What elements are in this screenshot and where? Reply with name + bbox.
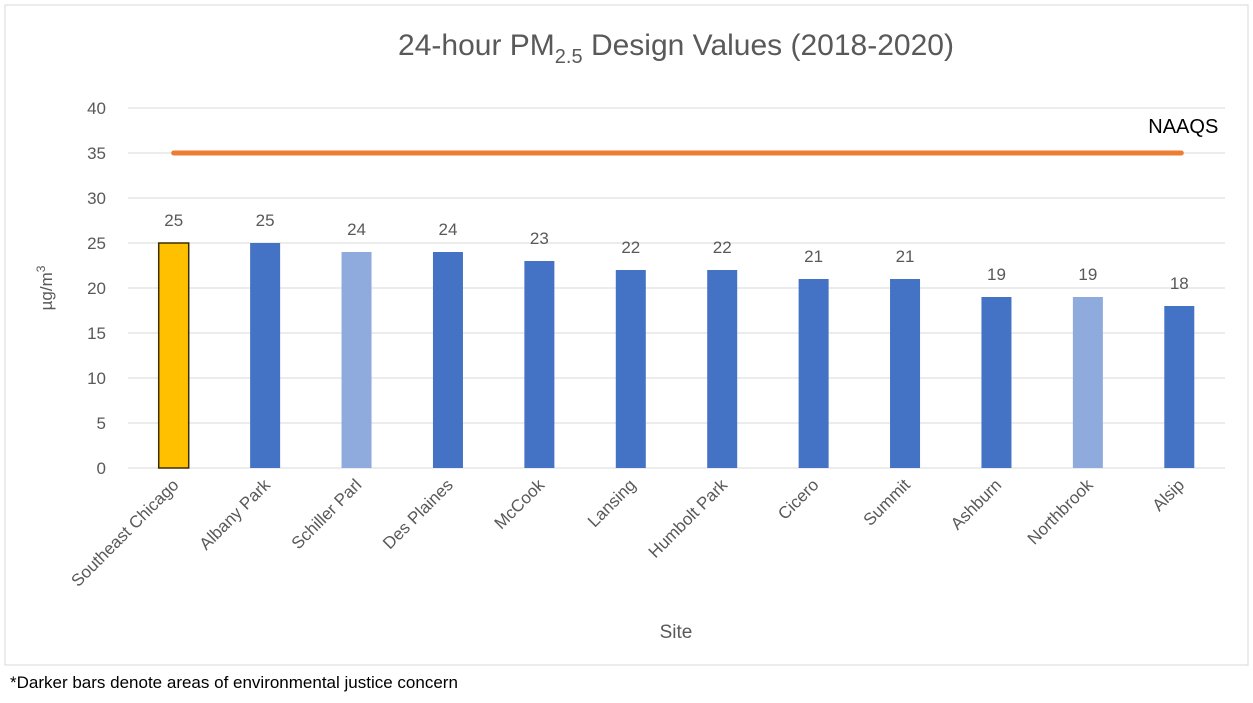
x-tick-label: Alsip — [1149, 475, 1188, 514]
bar — [615, 270, 646, 468]
x-tick-label: Des Plaines — [379, 475, 457, 553]
title-subscript: 2.5 — [555, 46, 583, 68]
y-tick-label: 20 — [87, 279, 106, 298]
data-label: 22 — [713, 238, 732, 257]
chart-border — [4, 4, 1249, 666]
x-tick-label: Cicero — [774, 475, 822, 523]
data-label: 24 — [438, 220, 457, 239]
footnote: *Darker bars denote areas of environment… — [10, 673, 458, 692]
title-part: 24-hour PM — [398, 29, 555, 62]
x-tick-label: Albany Park — [196, 475, 275, 554]
x-axis-title: Site — [660, 622, 693, 643]
reference-label: NAAQS — [1148, 116, 1218, 138]
y-tick-label: 10 — [87, 369, 106, 388]
bar — [1072, 297, 1103, 468]
y-tick-label: 25 — [87, 234, 106, 253]
y-label-superscript: 3 — [34, 265, 48, 272]
bar — [707, 270, 738, 468]
y-tick-label: 30 — [87, 189, 106, 208]
y-tick-label: 5 — [97, 414, 106, 433]
data-label: 21 — [896, 247, 915, 266]
y-tick-label: 40 — [87, 99, 106, 118]
data-label: 21 — [804, 247, 823, 266]
x-tick-label: Northbrook — [1024, 475, 1097, 548]
data-label: 19 — [1078, 265, 1097, 284]
data-label: 25 — [164, 211, 183, 230]
data-label: 19 — [987, 265, 1006, 284]
x-tick-label: Schiller Parl — [288, 475, 366, 553]
y-axis-title: µg/m3 — [34, 265, 56, 310]
bar — [250, 243, 281, 468]
bar — [341, 252, 372, 468]
data-label: 22 — [621, 238, 640, 257]
x-tick-label: Summit — [860, 475, 914, 529]
x-tick-label: McCook — [491, 475, 549, 533]
data-label: 24 — [347, 220, 366, 239]
y-tick-label: 15 — [87, 324, 106, 343]
bar — [157, 242, 190, 469]
x-tick-label: Southeast Chicago — [68, 475, 183, 590]
bar — [798, 279, 829, 468]
bar — [890, 279, 921, 468]
bar — [432, 252, 463, 468]
bar — [524, 261, 555, 468]
y-tick-label: 0 — [97, 459, 106, 478]
x-tick-label: Ashburn — [947, 475, 1005, 533]
chart-title: 24-hour PM2.5 Design Values (2018-2020) — [398, 29, 954, 68]
y-label-part: µg/m — [37, 272, 56, 310]
bar — [981, 297, 1012, 468]
data-label: 23 — [530, 229, 549, 248]
title-part: Design Values (2018-2020) — [583, 29, 954, 62]
y-tick-label: 35 — [87, 144, 106, 163]
bar — [1164, 306, 1195, 468]
data-label: 18 — [1170, 274, 1189, 293]
data-label: 25 — [256, 211, 275, 230]
x-tick-label: Lansing — [584, 475, 640, 531]
x-tick-label: Humbolt Park — [645, 475, 732, 562]
